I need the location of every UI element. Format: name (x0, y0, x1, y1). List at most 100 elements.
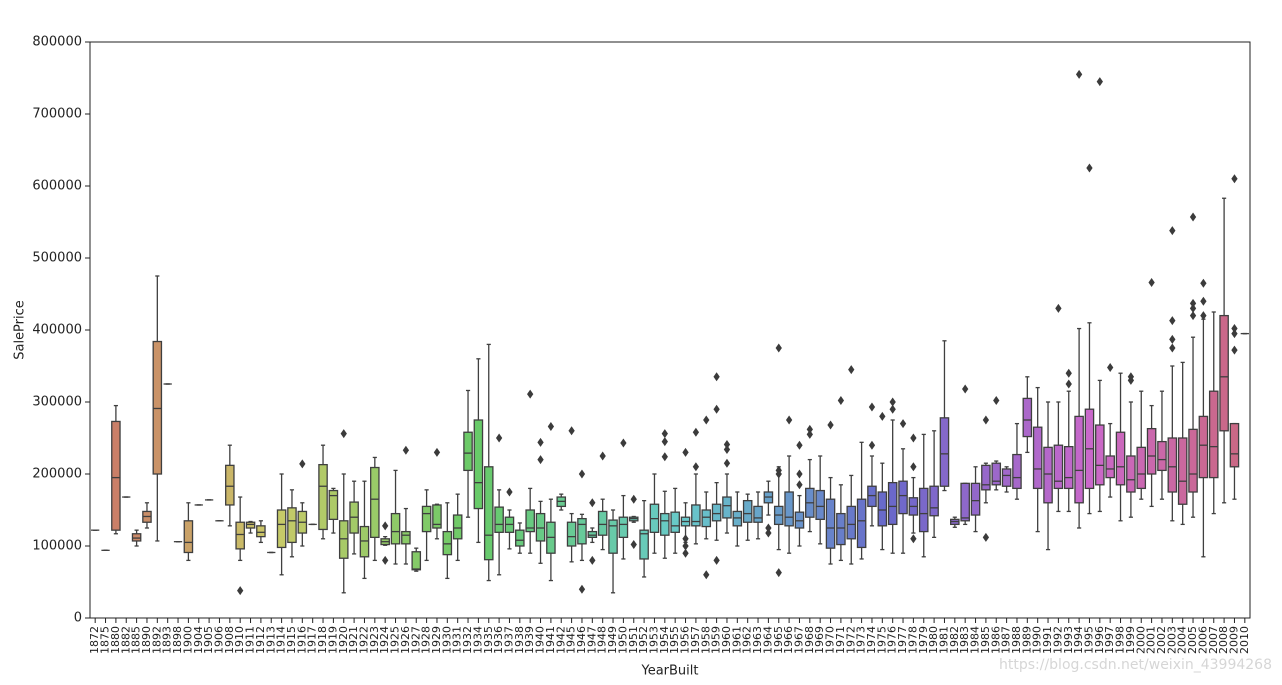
flier (537, 437, 544, 447)
box (276, 509, 287, 549)
x-tick-label: 1979 (917, 626, 930, 654)
box (318, 463, 328, 531)
flier (1096, 77, 1103, 87)
flier (299, 459, 306, 469)
x-tick-label: 1991 (1041, 626, 1054, 654)
x-tick-label: 2002 (1155, 626, 1168, 654)
x-tick-label: 1963 (751, 626, 764, 654)
x-tick-label: 1993 (1062, 626, 1075, 654)
flier (1127, 372, 1135, 382)
box (784, 491, 794, 527)
flier (765, 528, 772, 538)
x-tick-label: 1970 (824, 626, 837, 654)
box (691, 504, 701, 527)
box (794, 511, 805, 529)
flier (630, 540, 637, 550)
flier (723, 458, 731, 468)
y-tick-label: 500000 (32, 251, 82, 266)
flier (578, 469, 586, 479)
box (867, 485, 877, 508)
box (753, 505, 763, 523)
y-tick-label: 400000 (32, 323, 82, 338)
flier (1231, 174, 1238, 184)
x-tick-label: 1927 (409, 626, 422, 654)
x-tick-label: 1880 (109, 626, 122, 654)
box (452, 514, 463, 540)
flier (527, 389, 534, 399)
x-tick-label: 1932 (461, 626, 474, 654)
x-tick-label: 1893 (161, 626, 174, 654)
flier (806, 429, 813, 439)
box (836, 512, 846, 546)
box (1126, 455, 1136, 493)
x-tick-label: 1941 (544, 626, 557, 654)
box (401, 530, 411, 545)
x-tick-label: 1890 (140, 626, 153, 654)
flier (1075, 69, 1083, 79)
box (111, 420, 121, 531)
x-tick-label: 1939 (523, 626, 536, 654)
x-tick-label: 1951 (627, 626, 640, 654)
box (1167, 437, 1178, 493)
x-tick-label: 2008 (1217, 626, 1230, 654)
x-tick-label: 1906 (212, 626, 225, 654)
flier (661, 429, 668, 439)
x-tick-label: 1977 (896, 626, 909, 654)
x-tick-label: 1952 (637, 626, 650, 654)
box (442, 530, 453, 556)
x-tick-label: 1964 (761, 626, 774, 654)
y-tick-label: 100000 (32, 539, 82, 554)
box (359, 525, 370, 558)
flier (1189, 212, 1197, 222)
box (131, 533, 142, 542)
box (981, 464, 991, 491)
box (1053, 444, 1064, 490)
box (815, 489, 825, 521)
x-tick-label: 1921 (347, 626, 360, 654)
x-tick-label: 1999 (1124, 626, 1137, 654)
x-tick-label: 2004 (1176, 626, 1189, 654)
x-tick-label: 1989 (1020, 626, 1033, 654)
x-tick-label: 1980 (927, 626, 940, 654)
x-tick-label: 1976 (886, 626, 899, 654)
flier (775, 465, 782, 475)
flier (848, 365, 855, 375)
flier (910, 433, 917, 443)
box (411, 551, 422, 571)
x-tick-label: 1936 (492, 626, 505, 654)
x-tick-label: 1975 (875, 626, 888, 654)
box (918, 487, 929, 533)
flier (982, 415, 990, 425)
flier (1189, 298, 1197, 308)
x-tick-label: 1984 (969, 626, 982, 654)
flier (1189, 311, 1197, 321)
x-tick-label: 1966 (782, 626, 795, 654)
box (608, 519, 618, 554)
x-tick-label: 1998 (1114, 626, 1127, 654)
flier (620, 438, 627, 448)
flier (692, 462, 700, 472)
x-tick-label: 1994 (1072, 626, 1085, 654)
box (618, 516, 629, 539)
x-tick-label: 1908 (223, 626, 236, 654)
box (732, 510, 743, 527)
x-tick-label: 1916 (295, 626, 308, 654)
box (587, 530, 598, 539)
flier (1169, 334, 1176, 344)
x-tick-label: 1898 (171, 626, 184, 654)
flier (340, 429, 347, 439)
y-tick-label: 200000 (32, 467, 82, 482)
box (991, 462, 1002, 486)
box (898, 480, 908, 515)
x-tick-label: 1917 (306, 626, 319, 654)
flier (1200, 278, 1207, 288)
x-tick-label: 1954 (658, 626, 671, 654)
box (701, 509, 712, 528)
x-tick-label: 1926 (399, 626, 412, 654)
flier (827, 420, 834, 430)
x-tick-label: 2009 (1227, 626, 1240, 654)
box (225, 464, 235, 506)
box (1219, 314, 1229, 432)
flier (1200, 296, 1207, 306)
box (1001, 468, 1012, 487)
